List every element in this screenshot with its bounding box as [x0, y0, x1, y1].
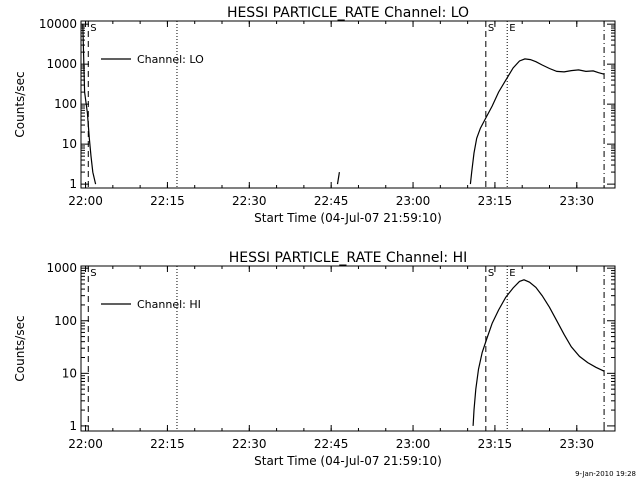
series-line — [336, 172, 340, 185]
legend-label: Channel: HI — [137, 298, 201, 311]
chart-panel-1: HESSI PARTICLE_RATE Channel: HI 22:00 22:1… — [13, 250, 616, 468]
x-tick-label: 23:00 — [396, 194, 431, 208]
y-tick-label: 10 — [62, 137, 77, 151]
marker-label: S — [90, 268, 96, 279]
timestamp-label: 9-Jan-2010 19:28 — [575, 470, 636, 478]
plot-frame — [80, 265, 616, 432]
y-tick-label: 1000 — [46, 261, 77, 275]
y-axis-label: Counts/sec — [13, 71, 27, 137]
series-line — [82, 24, 97, 185]
y-tick-label: 1000 — [46, 57, 77, 71]
x-tick-label: 22:30 — [232, 194, 267, 208]
y-tick-label: 10000 — [39, 17, 77, 31]
marker-label: S — [488, 268, 494, 279]
x-tick-label: 23:30 — [559, 437, 594, 451]
x-tick-label: 22:45 — [314, 437, 349, 451]
y-tick-label: 100 — [54, 314, 77, 328]
x-tick-label: 22:30 — [232, 437, 267, 451]
x-tick-label: 23:30 — [559, 194, 594, 208]
x-tick-label: 23:15 — [478, 437, 513, 451]
series-line — [469, 58, 605, 185]
chart-title: HESSI PARTICLE_RATE Channel: HI — [229, 250, 467, 266]
marker-label: E — [509, 268, 515, 279]
x-tick-label: 22:15 — [150, 437, 185, 451]
legend-label: Channel: LO — [137, 53, 204, 66]
chart-title: HESSI PARTICLE_RATE Channel: LO — [227, 5, 469, 21]
x-tick-label: 23:15 — [478, 194, 513, 208]
y-tick-label: 10 — [62, 366, 77, 380]
x-tick-label: 22:45 — [314, 194, 349, 208]
x-tick-label: 23:00 — [396, 437, 431, 451]
y-tick-label: 1 — [69, 177, 77, 191]
y-axis-label: Counts/sec — [13, 315, 27, 381]
x-tick-label: 22:00 — [68, 194, 103, 208]
marker-label: S — [90, 23, 96, 34]
marker-label: S — [488, 23, 494, 34]
chart-panel-0: HESSI PARTICLE_RATE Channel: LO 22:00 22:1… — [13, 5, 616, 225]
y-tick-label: 1 — [69, 419, 77, 433]
x-tick-label: 22:00 — [68, 437, 103, 451]
marker-label: E — [509, 23, 515, 34]
y-tick-label: 100 — [54, 97, 77, 111]
x-axis-label: Start Time (04-Jul-07 21:59:10) — [254, 454, 442, 468]
plot-frame — [80, 20, 616, 189]
x-tick-label: 22:15 — [150, 194, 185, 208]
series-line — [472, 279, 605, 426]
x-axis-label: Start Time (04-Jul-07 21:59:10) — [254, 211, 442, 225]
